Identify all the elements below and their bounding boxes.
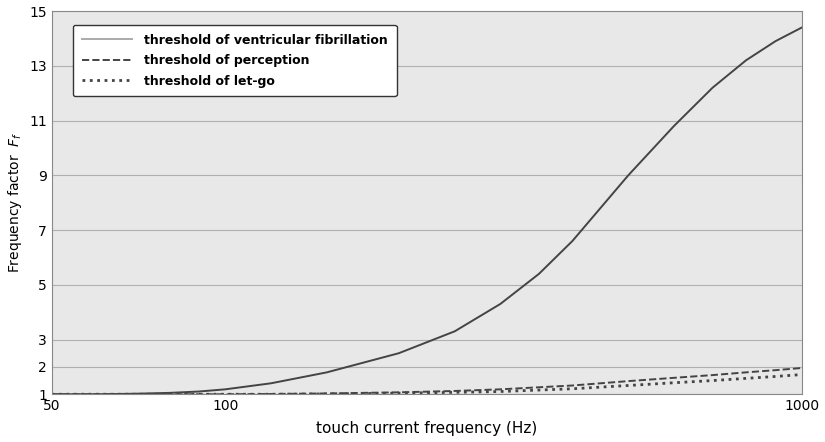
threshold of let-go: [131, 392, 141, 397]
threshold of ventricular fibrillation: [394, 351, 403, 356]
threshold of let-go: [322, 391, 332, 396]
threshold of perception: [568, 383, 577, 388]
threshold of let-go: [266, 392, 276, 397]
threshold of let-go: [47, 392, 57, 397]
threshold of ventricular fibrillation: [568, 238, 577, 244]
threshold of ventricular fibrillation: [92, 392, 102, 397]
threshold of perception: [708, 373, 718, 378]
threshold of let-go: [771, 374, 780, 379]
threshold of let-go: [708, 378, 718, 383]
threshold of ventricular fibrillation: [220, 387, 230, 392]
threshold of perception: [771, 367, 780, 373]
threshold of ventricular fibrillation: [797, 25, 807, 30]
threshold of let-go: [797, 372, 807, 377]
threshold of perception: [92, 392, 102, 397]
threshold of ventricular fibrillation: [47, 392, 57, 397]
Line: threshold of perception: threshold of perception: [52, 368, 802, 394]
threshold of perception: [669, 375, 679, 381]
threshold of let-go: [741, 376, 751, 381]
threshold of perception: [741, 370, 751, 375]
threshold of ventricular fibrillation: [450, 329, 460, 334]
threshold of let-go: [194, 392, 204, 397]
threshold of perception: [322, 391, 332, 396]
threshold of ventricular fibrillation: [266, 381, 276, 386]
threshold of ventricular fibrillation: [534, 271, 544, 276]
threshold of perception: [624, 378, 634, 384]
X-axis label: touch current frequency (Hz): touch current frequency (Hz): [316, 421, 537, 436]
threshold of perception: [194, 392, 204, 397]
Line: threshold of ventricular fibrillation: threshold of ventricular fibrillation: [52, 27, 802, 394]
Legend: threshold of ventricular fibrillation, threshold of perception, threshold of let: threshold of ventricular fibrillation, t…: [73, 25, 397, 96]
threshold of perception: [220, 392, 230, 397]
threshold of ventricular fibrillation: [708, 85, 718, 90]
threshold of ventricular fibrillation: [669, 123, 679, 129]
threshold of let-go: [496, 389, 506, 394]
threshold of let-go: [394, 390, 403, 396]
threshold of ventricular fibrillation: [741, 57, 751, 63]
threshold of ventricular fibrillation: [624, 173, 634, 178]
threshold of ventricular fibrillation: [131, 391, 141, 396]
threshold of ventricular fibrillation: [164, 390, 174, 396]
threshold of ventricular fibrillation: [771, 38, 780, 44]
threshold of ventricular fibrillation: [496, 301, 506, 307]
threshold of perception: [47, 392, 57, 397]
threshold of let-go: [669, 380, 679, 385]
Line: threshold of let-go: threshold of let-go: [52, 374, 802, 394]
threshold of ventricular fibrillation: [322, 370, 332, 375]
threshold of perception: [450, 389, 460, 394]
threshold of perception: [394, 390, 403, 395]
threshold of perception: [131, 392, 141, 397]
Y-axis label: Frequency factor  $F_f$: Frequency factor $F_f$: [6, 132, 24, 274]
threshold of let-go: [220, 392, 230, 397]
threshold of let-go: [568, 386, 577, 392]
threshold of perception: [266, 391, 276, 396]
threshold of let-go: [164, 392, 174, 397]
threshold of perception: [797, 366, 807, 371]
threshold of ventricular fibrillation: [194, 389, 204, 394]
threshold of let-go: [624, 383, 634, 388]
threshold of let-go: [450, 390, 460, 395]
threshold of perception: [164, 392, 174, 397]
threshold of perception: [496, 387, 506, 392]
threshold of let-go: [92, 392, 102, 397]
